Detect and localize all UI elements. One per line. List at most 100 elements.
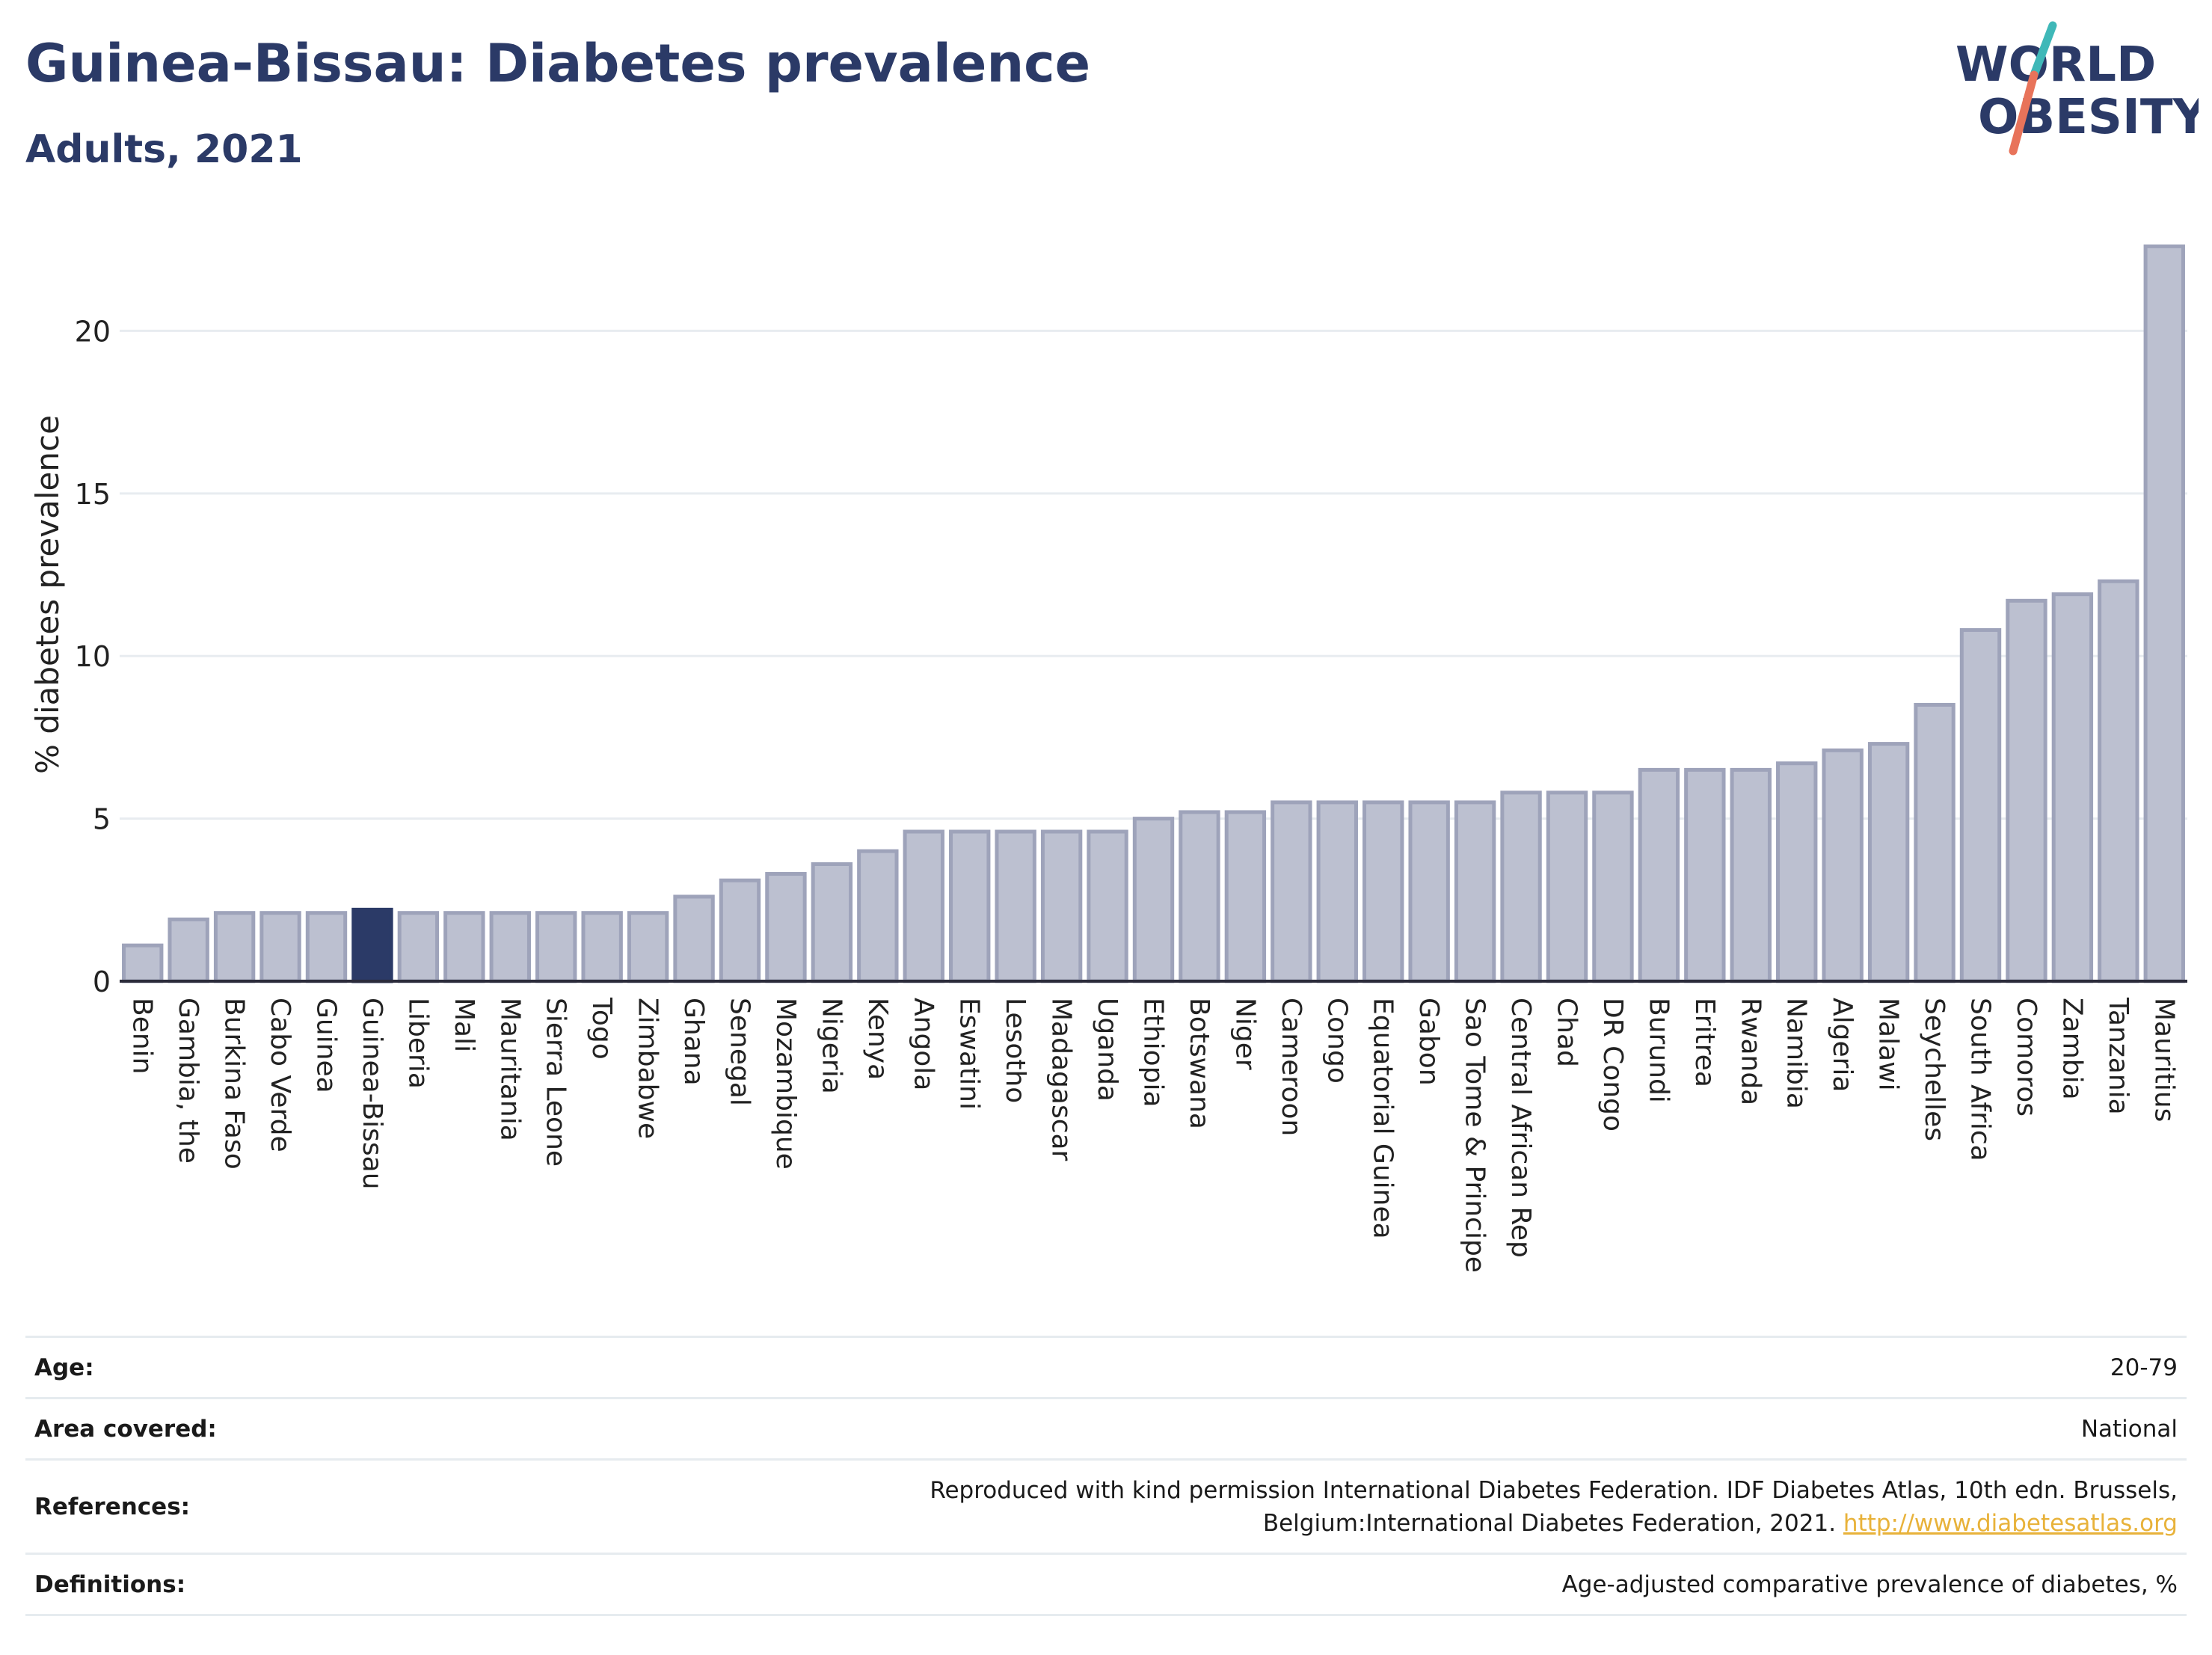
bar bbox=[673, 894, 715, 983]
y-axis-label: % diabetes prevalence bbox=[29, 415, 66, 774]
x-tick-label: Cabo Verde bbox=[265, 998, 295, 1152]
y-tick-label: 15 bbox=[75, 478, 111, 511]
x-tick-label: Eswatini bbox=[954, 998, 985, 1110]
meta-row-references: References: Reproduced with kind permiss… bbox=[25, 1458, 2187, 1554]
y-tick-label: 5 bbox=[93, 803, 111, 836]
x-tick-label: Mauritius bbox=[2148, 998, 2179, 1122]
chart-subtitle: Adults, 2021 bbox=[25, 127, 303, 172]
y-axis-ticks: 0 5 10 15 20 bbox=[75, 315, 111, 998]
x-tick-label: Comoros bbox=[2011, 998, 2042, 1117]
bar bbox=[122, 943, 164, 983]
logo-slash-coral bbox=[2009, 70, 2039, 156]
bar bbox=[1316, 800, 1358, 983]
x-tick-label: Algeria bbox=[1827, 998, 1858, 1093]
references-label: References: bbox=[25, 1458, 328, 1554]
x-tick-label: Eritrea bbox=[1689, 998, 1720, 1087]
y-tick-label: 10 bbox=[75, 640, 111, 673]
references-link[interactable]: http://www.diabetesatlas.org bbox=[1843, 1509, 2178, 1537]
logo-line-1: WORLD bbox=[1956, 37, 2156, 93]
metadata-table: Age: 20-79 Area covered: National Refere… bbox=[25, 1336, 2187, 1616]
x-tick-label: Botswana bbox=[1184, 998, 1214, 1129]
x-tick-label: Burundi bbox=[1643, 998, 1674, 1103]
bar bbox=[949, 829, 991, 983]
references-value: Reproduced with kind permission Internat… bbox=[328, 1458, 2187, 1554]
bar bbox=[1638, 767, 1680, 983]
bar bbox=[1224, 810, 1267, 983]
bar bbox=[443, 911, 485, 983]
x-tick-label: Guinea bbox=[311, 998, 342, 1093]
x-tick-label: Malawi bbox=[1873, 998, 1904, 1091]
x-tick-label: Mozambique bbox=[770, 998, 801, 1170]
x-tick-label: Liberia bbox=[402, 998, 433, 1089]
bar bbox=[489, 911, 531, 983]
x-tick-label: Cameroon bbox=[1276, 998, 1306, 1136]
x-tick-label: Zambia bbox=[2056, 998, 2087, 1100]
bar bbox=[903, 829, 944, 983]
x-tick-label: Rwanda bbox=[1735, 998, 1766, 1105]
x-tick-label: Seychelles bbox=[1919, 998, 1950, 1141]
x-tick-label: Central African Rep bbox=[1505, 998, 1536, 1258]
meta-row-age: Age: 20-79 bbox=[25, 1336, 2187, 1398]
x-tick-label: Mali bbox=[449, 998, 479, 1052]
x-tick-label: Equatorial Guinea bbox=[1368, 998, 1398, 1239]
bar bbox=[1730, 767, 1772, 983]
bar bbox=[1959, 627, 2002, 983]
x-tick-label: Madagascar bbox=[1046, 998, 1077, 1161]
bar bbox=[581, 911, 623, 983]
bar bbox=[1684, 767, 1726, 983]
x-tick-label: Tanzania bbox=[2103, 997, 2133, 1115]
x-tick-label: Namibia bbox=[1781, 998, 1812, 1109]
bar bbox=[1822, 748, 1864, 983]
x-tick-label: Gabon bbox=[1413, 998, 1444, 1086]
logo-line-2: OBESITY bbox=[1978, 90, 2199, 145]
x-tick-label: Burkina Faso bbox=[219, 998, 250, 1170]
x-tick-label: Uganda bbox=[1092, 998, 1122, 1102]
bar bbox=[397, 911, 440, 983]
x-tick-label: Zimbabwe bbox=[633, 998, 663, 1139]
x-tick-label: Gambia, the bbox=[173, 998, 203, 1164]
logo-slash-teal bbox=[2030, 21, 2057, 79]
bar bbox=[1179, 810, 1220, 983]
bar bbox=[2143, 244, 2185, 983]
bar bbox=[2006, 598, 2047, 983]
bar bbox=[2098, 579, 2139, 983]
x-tick-label: Guinea-Bissau bbox=[357, 998, 387, 1190]
bar bbox=[857, 849, 899, 983]
bar bbox=[1500, 790, 1542, 983]
world-obesity-logo: WORLD OBESITY bbox=[1956, 21, 2199, 156]
bar-chart: 0 5 10 15 20 % diabetes prevalence Benin Gamb… bbox=[29, 244, 2187, 1273]
x-tick-label: Niger bbox=[1229, 998, 1260, 1070]
age-label: Age: bbox=[25, 1336, 328, 1398]
bar bbox=[1271, 800, 1312, 983]
definitions-value: Age-adjusted comparative prevalence of d… bbox=[328, 1553, 2187, 1616]
meta-row-definitions: Definitions: Age-adjusted comparative pr… bbox=[25, 1553, 2187, 1616]
x-tick-label: Sao Tome & Principe bbox=[1460, 998, 1490, 1273]
age-value: 20-79 bbox=[328, 1336, 2187, 1398]
y-tick-label: 20 bbox=[75, 315, 111, 348]
x-tick-label: Nigeria bbox=[816, 998, 847, 1094]
x-tick-label: Kenya bbox=[862, 998, 893, 1080]
bar bbox=[1776, 761, 1818, 983]
bar bbox=[168, 917, 209, 983]
x-tick-label: Senegal bbox=[725, 998, 755, 1106]
bar bbox=[1408, 800, 1450, 983]
x-tick-label: Mauritania bbox=[494, 998, 525, 1141]
bar bbox=[2051, 592, 2094, 983]
bar bbox=[1132, 817, 1175, 983]
x-tick-label: Ghana bbox=[678, 998, 709, 1086]
x-tick-label: Angola bbox=[908, 998, 938, 1090]
bar bbox=[811, 862, 853, 983]
bar bbox=[1867, 742, 1910, 983]
bar bbox=[213, 911, 256, 983]
bar bbox=[995, 829, 1036, 983]
bars bbox=[122, 244, 2185, 983]
bar bbox=[1087, 829, 1128, 983]
bar bbox=[627, 911, 669, 983]
x-tick-label: Togo bbox=[586, 997, 617, 1060]
chart-title: Guinea-Bissau: Diabetes prevalence bbox=[25, 33, 1091, 94]
x-tick-label: South Africa bbox=[1965, 998, 1996, 1161]
bar bbox=[1546, 790, 1588, 983]
bar bbox=[1362, 800, 1404, 983]
bar bbox=[1592, 790, 1634, 983]
area-label: Area covered: bbox=[25, 1397, 328, 1460]
